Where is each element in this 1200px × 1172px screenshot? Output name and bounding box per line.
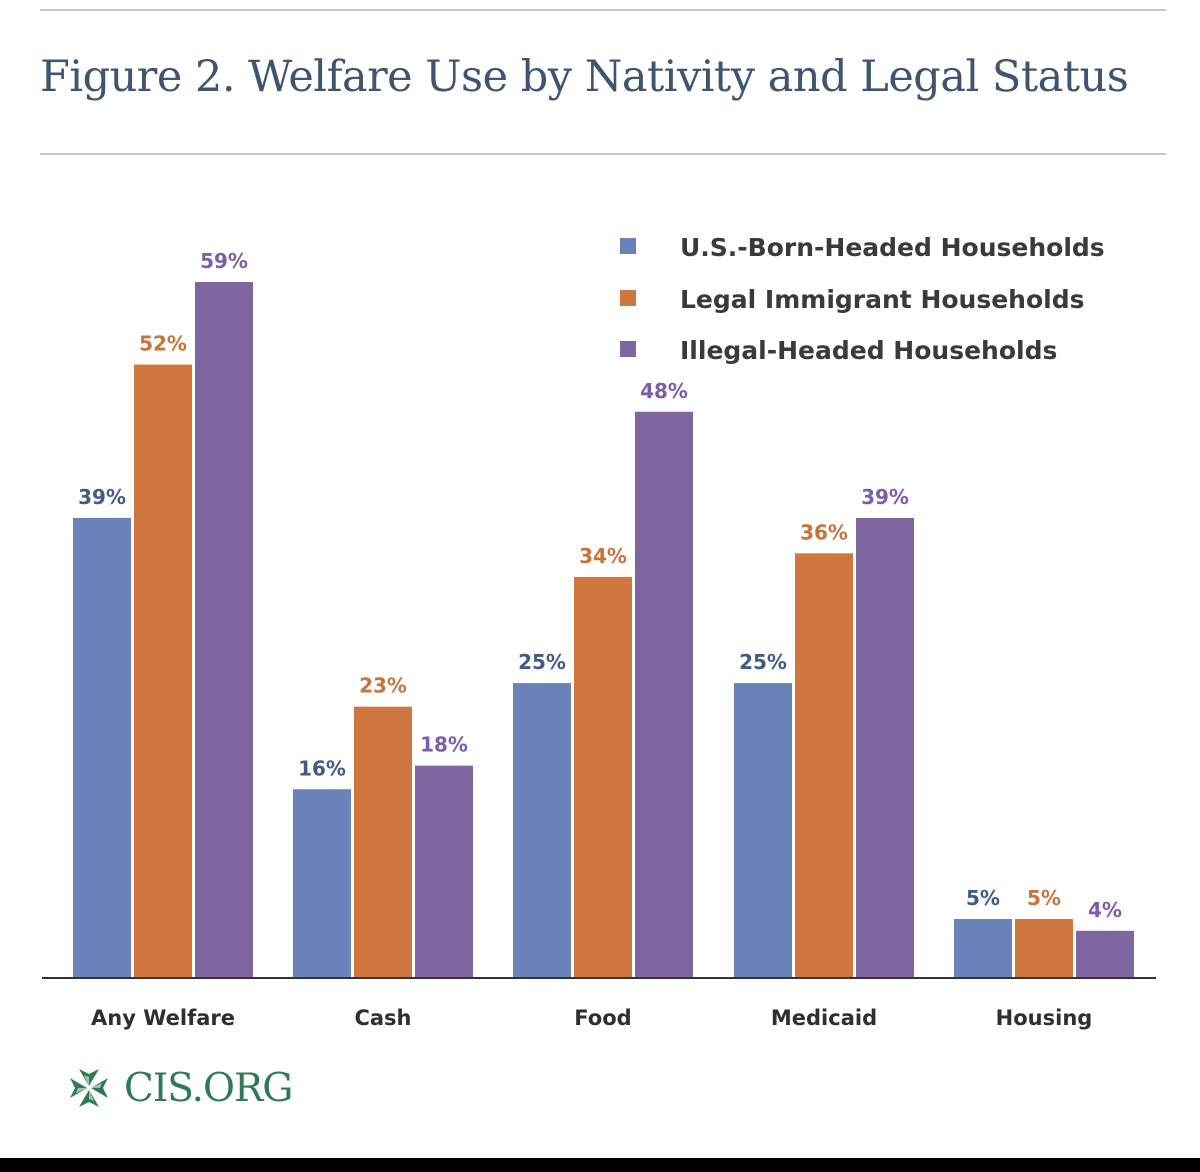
bar xyxy=(954,919,1012,978)
bar xyxy=(635,411,693,979)
data-label: 5% xyxy=(1027,886,1061,910)
bar xyxy=(1076,930,1134,978)
legend-label: U.S.-Born-Headed Households xyxy=(680,233,1105,262)
data-label: 4% xyxy=(1088,898,1122,922)
data-label: 59% xyxy=(200,249,248,273)
bar xyxy=(73,517,131,978)
legend-swatch xyxy=(620,238,636,254)
bar-chart: 39% 52% 59% Any Welfare 16% 23% 18% Cash 25% 34% 4… xyxy=(42,233,1156,1030)
data-label: 23% xyxy=(359,674,407,698)
data-label: 18% xyxy=(420,733,468,757)
chart-title: Figure 2. Welfare Use by Nativity and Le… xyxy=(40,52,1129,102)
legend-swatch xyxy=(620,341,636,357)
legend-swatch xyxy=(620,290,636,306)
bar xyxy=(354,706,412,978)
bar xyxy=(574,576,632,978)
legend-label: Illegal-Headed Households xyxy=(680,336,1057,365)
logo-text: CIS.ORG xyxy=(124,1065,293,1111)
category-label: Medicaid xyxy=(771,1006,877,1030)
bar xyxy=(1015,919,1073,978)
data-label: 36% xyxy=(800,520,848,544)
data-label: 48% xyxy=(640,379,688,403)
bar xyxy=(195,282,253,978)
category-label: Any Welfare xyxy=(91,1006,235,1030)
category-label: Housing xyxy=(996,1006,1093,1030)
data-label: 25% xyxy=(739,650,787,674)
legend-label: Legal Immigrant Households xyxy=(680,285,1085,314)
bar xyxy=(795,553,853,978)
category-label: Food xyxy=(574,1006,631,1030)
cis-logo: CIS.ORG xyxy=(66,1063,293,1113)
cis-emblem-icon xyxy=(70,1069,108,1107)
data-label: 39% xyxy=(861,485,909,509)
bar xyxy=(415,765,473,978)
data-label: 34% xyxy=(579,544,627,568)
data-label: 25% xyxy=(518,650,566,674)
data-label: 52% xyxy=(139,332,187,356)
bar xyxy=(734,683,792,978)
data-label: 5% xyxy=(966,886,1000,910)
category-label: Cash xyxy=(354,1006,411,1030)
bottom-bar xyxy=(0,1158,1200,1172)
bar xyxy=(856,517,914,978)
bar xyxy=(513,683,571,978)
top-divider xyxy=(40,9,1166,11)
title-divider xyxy=(40,153,1166,155)
bar xyxy=(293,789,351,978)
data-label: 39% xyxy=(78,485,126,509)
data-label: 16% xyxy=(298,756,346,780)
bar xyxy=(134,364,192,978)
